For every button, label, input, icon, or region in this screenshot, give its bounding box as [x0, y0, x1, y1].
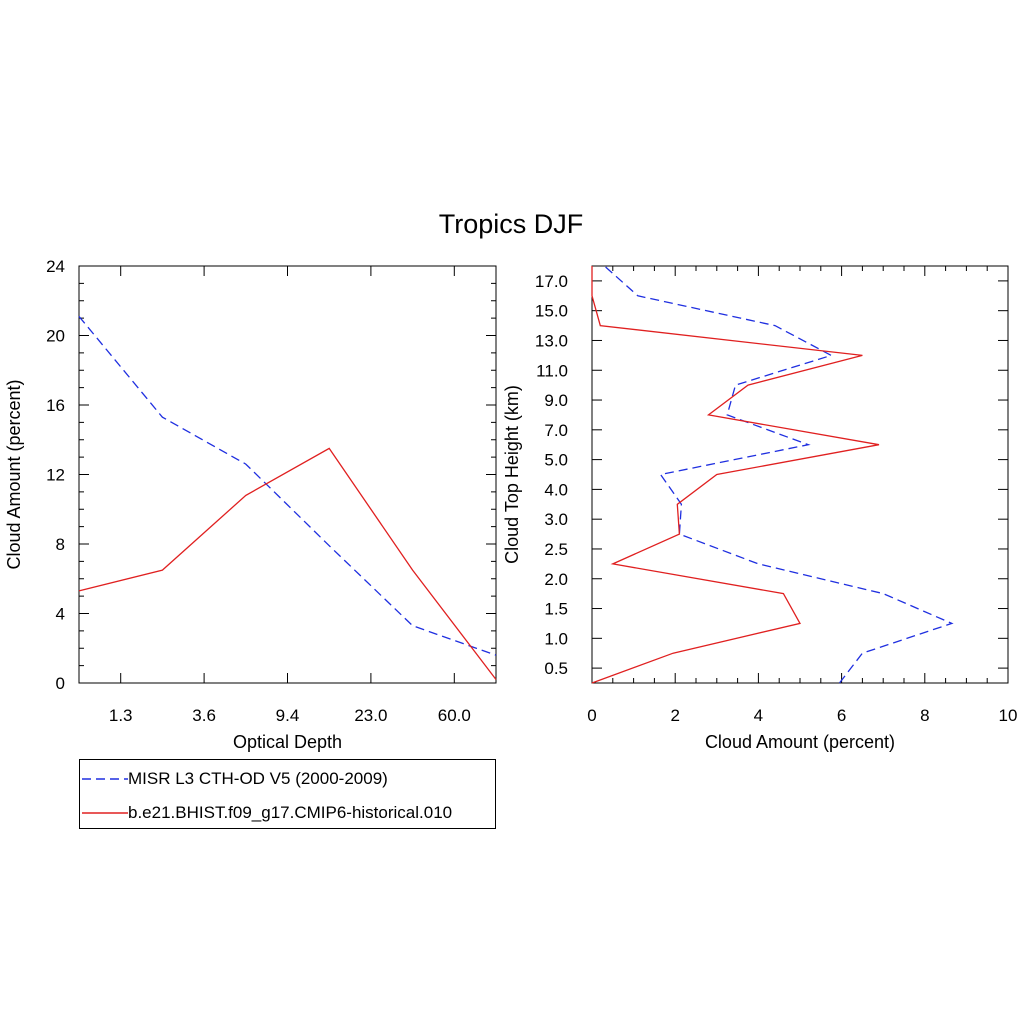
- right-panel-cloud-top-height: 0 2 4 6 8 10 0.5 1.0 1.5 2.0 2.5 3.0 4.0 5.0 7.0 9.0 11.…: [502, 265, 1018, 752]
- legend-label-misr: MISR L3 CTH-OD V5 (2000-2009): [128, 769, 388, 788]
- x-tick-label-right: 0: [587, 706, 596, 725]
- y-tick-label-left: 24: [46, 257, 65, 276]
- x-tick-label-left: 3.6: [192, 706, 216, 725]
- x-tick-label-left: 23.0: [354, 706, 387, 725]
- plot-frame-right: [591, 265, 1009, 684]
- legend-swatch-dashed: [82, 778, 128, 780]
- x-tick-label-right: 6: [837, 706, 846, 725]
- y-tick-label-right: 5.0: [544, 451, 568, 470]
- y-tick-label-left: 8: [56, 535, 65, 554]
- chart-title: Tropics DJF: [439, 209, 584, 239]
- y-tick-label-right: 1.0: [544, 629, 568, 648]
- y-tick-label-right: 13.0: [535, 331, 568, 350]
- x-tick-label-left: 9.4: [276, 706, 300, 725]
- y-axis-label-right: Cloud Top Height (km): [502, 385, 522, 564]
- legend-item-misr: MISR L3 CTH-OD V5 (2000-2009): [80, 764, 495, 794]
- y-tick-label-right: 2.5: [544, 540, 568, 559]
- y-tick-label-right: 17.0: [535, 272, 568, 291]
- x-axis-label-left: Optical Depth: [233, 732, 342, 752]
- y-tick-label-left: 4: [56, 605, 65, 624]
- y-tick-label-left: 12: [46, 466, 65, 485]
- y-tick-label-right: 15.0: [535, 302, 568, 321]
- legend: MISR L3 CTH-OD V5 (2000-2009) b.e21.BHIS…: [79, 759, 496, 829]
- series-line-model-left: [78, 447, 497, 680]
- y-tick-label-right: 7.0: [544, 421, 568, 440]
- x-tick-label-right: 10: [999, 706, 1018, 725]
- x-tick-label-left: 60.0: [438, 706, 471, 725]
- y-tick-label-right: 0.5: [544, 659, 568, 678]
- legend-swatch-solid: [82, 812, 128, 814]
- legend-label-model: b.e21.BHIST.f09_g17.CMIP6-historical.010: [128, 803, 453, 822]
- y-axis-label-left: Cloud Amount (percent): [4, 379, 24, 569]
- x-tick-label-right: 4: [754, 706, 763, 725]
- y-tick-label-right: 2.0: [544, 570, 568, 589]
- series-line-misr-right: [604, 265, 954, 684]
- y-tick-label-right: 4.0: [544, 480, 568, 499]
- y-tick-label-right: 11.0: [536, 361, 568, 380]
- y-tick-label-right: 9.0: [544, 391, 568, 410]
- plot-frame-left: [78, 265, 497, 684]
- y-tick-label-left: 16: [46, 396, 65, 415]
- x-tick-label-right: 2: [670, 706, 679, 725]
- left-panel-optical-depth: 1.3 3.6 9.4 23.0 60.0 0 4 8 12 16 20 24 Optical Dept…: [4, 257, 497, 752]
- x-tick-label-left: 1.3: [109, 706, 133, 725]
- y-tick-label-right: 1.5: [544, 600, 568, 619]
- x-tick-label-right: 8: [920, 706, 929, 725]
- x-axis-label-right: Cloud Amount (percent): [705, 732, 895, 752]
- series-line-misr-left: [78, 315, 497, 656]
- y-tick-label-left: 0: [56, 674, 65, 693]
- y-tick-label-left: 20: [46, 327, 65, 346]
- series-line-model-right: [591, 266, 880, 684]
- legend-item-model: b.e21.BHIST.f09_g17.CMIP6-historical.010: [80, 798, 495, 828]
- y-tick-label-right: 3.0: [544, 510, 568, 529]
